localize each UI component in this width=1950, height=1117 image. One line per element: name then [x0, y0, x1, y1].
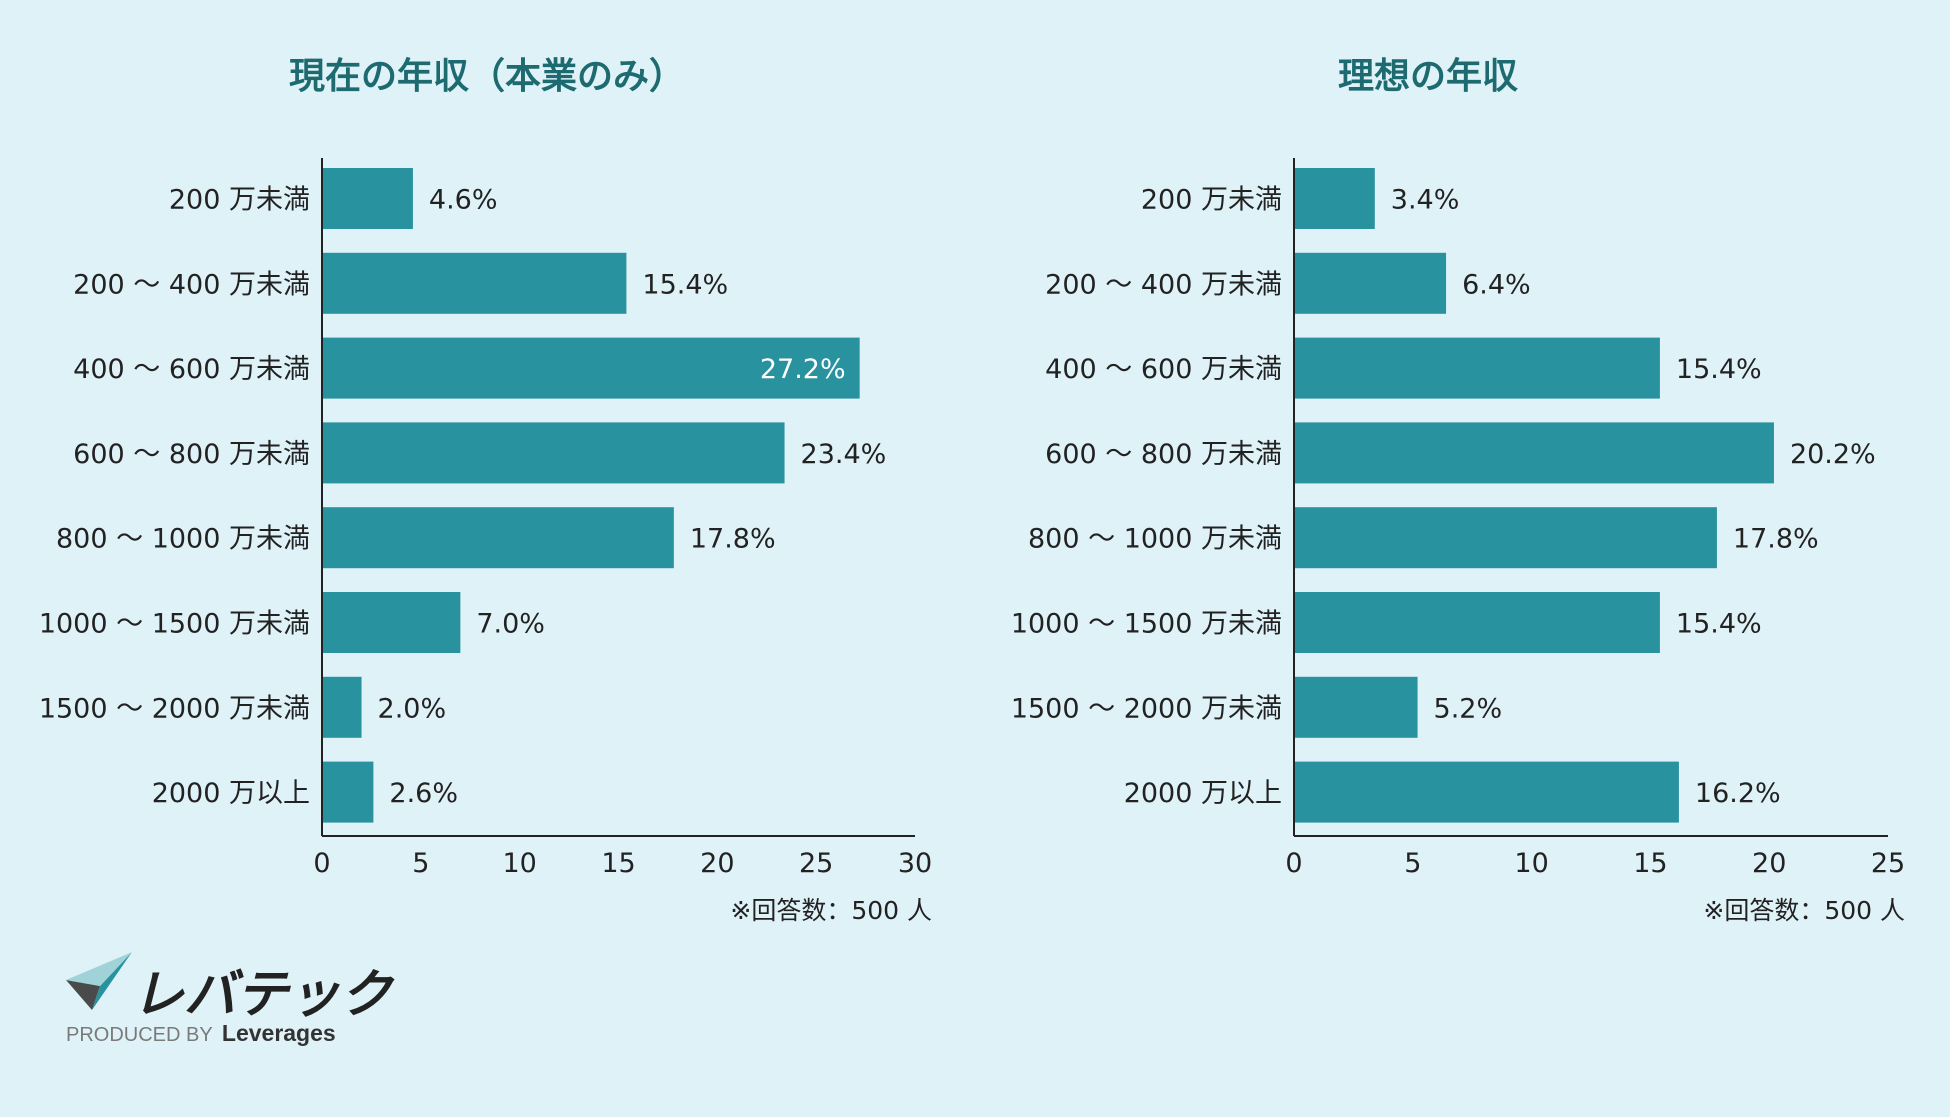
data-label: 4.6% [429, 185, 498, 216]
bar [322, 761, 374, 823]
logo-brand: Leverages [221, 1020, 336, 1046]
produced-by-text: PRODUCED BY [66, 1024, 213, 1046]
category-label: 600 〜 800 万未満 [1045, 439, 1282, 470]
data-label: 5.2% [1434, 693, 1503, 724]
bar [322, 507, 674, 569]
levtech-logo: レバテック PRODUCED BY Leverages [64, 950, 392, 1060]
data-label: 27.2% [760, 354, 846, 385]
checkmark-logo-icon [66, 952, 132, 1010]
category-label: 1500 〜 2000 万未満 [39, 693, 310, 724]
data-label: 15.4% [1676, 609, 1762, 640]
category-label: 800 〜 1000 万未満 [56, 524, 310, 555]
x-tick-label: 10 [1514, 848, 1548, 879]
x-tick-label: 0 [1285, 848, 1302, 879]
bar [1294, 252, 1447, 314]
bar [322, 592, 461, 653]
data-label: 2.6% [389, 778, 458, 809]
bar [322, 252, 627, 314]
data-label: 7.0% [476, 609, 545, 640]
respondent-note: ※回答数：500 人 [1703, 896, 1905, 925]
category-label: 400 〜 600 万未満 [73, 354, 310, 385]
category-label: 200 万未満 [1141, 185, 1282, 216]
category-label: 800 〜 1000 万未満 [1028, 524, 1282, 555]
bar [322, 168, 413, 229]
category-label: 200 万未満 [169, 185, 310, 216]
respondent-note: ※回答数：500 人 [730, 896, 932, 925]
category-label: 400 〜 600 万未満 [1045, 354, 1282, 385]
bar [1294, 337, 1660, 399]
data-label: 6.4% [1462, 269, 1531, 300]
x-tick-label: 5 [412, 848, 429, 879]
logo-produced-by: PRODUCED BY Leverages [66, 1020, 336, 1047]
x-tick-label: 15 [601, 848, 635, 879]
bar [1294, 507, 1717, 569]
bar [322, 337, 860, 399]
x-tick-label: 30 [898, 848, 932, 879]
x-tick-label: 25 [799, 848, 833, 879]
x-tick-label: 25 [1871, 848, 1905, 879]
chart-title: 理想の年収 [1338, 56, 1518, 97]
bar [1294, 168, 1375, 229]
logo-wordmark: レバテック [132, 965, 393, 1025]
data-label: 15.4% [642, 269, 728, 300]
bar [322, 676, 362, 738]
data-label: 2.0% [378, 693, 447, 724]
x-tick-label: 5 [1404, 848, 1421, 879]
category-label: 600 〜 800 万未満 [73, 439, 310, 470]
category-label: 1000 〜 1500 万未満 [39, 609, 310, 640]
data-label: 23.4% [801, 439, 887, 470]
x-tick-label: 20 [700, 848, 734, 879]
data-label: 15.4% [1676, 354, 1762, 385]
category-label: 1000 〜 1500 万未満 [1011, 609, 1282, 640]
bar [322, 422, 785, 484]
bar [1294, 676, 1418, 738]
x-tick-label: 0 [313, 848, 330, 879]
category-label: 2000 万以上 [152, 778, 310, 809]
data-label: 17.8% [1733, 524, 1819, 555]
bar [1294, 761, 1679, 823]
category-label: 1500 〜 2000 万未満 [1011, 693, 1282, 724]
chart-title: 現在の年収（本業のみ） [289, 56, 685, 97]
x-tick-label: 15 [1633, 848, 1667, 879]
category-label: 200 〜 400 万未満 [73, 269, 310, 300]
data-label: 16.2% [1695, 778, 1781, 809]
bar [1294, 422, 1774, 484]
data-label: 3.4% [1391, 185, 1460, 216]
bar [1294, 592, 1660, 653]
data-label: 17.8% [690, 524, 776, 555]
x-tick-label: 10 [502, 848, 536, 879]
x-tick-label: 20 [1752, 848, 1786, 879]
data-label: 20.2% [1790, 439, 1876, 470]
category-label: 200 〜 400 万未満 [1045, 269, 1282, 300]
category-label: 2000 万以上 [1124, 778, 1282, 809]
